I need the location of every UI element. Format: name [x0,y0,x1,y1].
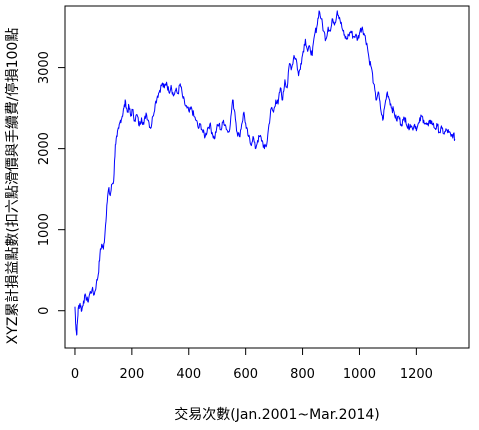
y-axis: 0 1000 2000 3000 [37,51,66,315]
x-axis: 0 200 400 600 800 1000 1200 [71,347,433,382]
x-tick-label: 400 [176,367,201,382]
y-tick-label: 1000 [37,213,52,246]
x-tick-label: 1200 [400,367,433,382]
x-tick-label: 800 [290,367,315,382]
y-tick-label: 2000 [37,132,52,165]
x-tick-label: 200 [119,367,144,382]
y-tick-label: 0 [37,307,52,315]
y-axis-title: XYZ累計損益點數(扣六點滑價與手續費/停損100點 [4,28,21,345]
x-tick-label: 1000 [343,367,376,382]
x-axis-title: 交易次數(Jan.2001~Mar.2014) [174,406,380,423]
plot-frame [64,5,470,349]
x-tick-label: 600 [233,367,258,382]
y-tick-label: 3000 [37,51,52,84]
x-tick-label: 0 [71,367,79,382]
series-line [74,10,456,336]
